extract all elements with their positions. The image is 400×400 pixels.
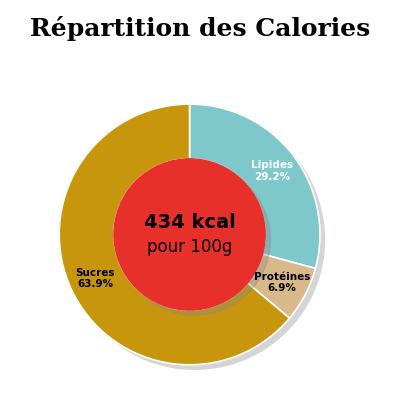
Circle shape	[119, 164, 270, 315]
Wedge shape	[190, 104, 320, 268]
Text: Sucres
63.9%: Sucres 63.9%	[76, 268, 115, 289]
Wedge shape	[64, 109, 295, 370]
Text: Répartition des Calories: Répartition des Calories	[30, 16, 370, 41]
Text: 434 kcal: 434 kcal	[144, 213, 236, 232]
Wedge shape	[59, 104, 290, 365]
Text: pour 100g: pour 100g	[147, 238, 232, 256]
Circle shape	[114, 159, 265, 310]
Wedge shape	[253, 259, 321, 323]
Text: Lipides
29.2%: Lipides 29.2%	[251, 160, 293, 182]
Wedge shape	[195, 109, 325, 274]
Text: Protéines
6.9%: Protéines 6.9%	[254, 272, 310, 293]
Wedge shape	[248, 254, 316, 318]
